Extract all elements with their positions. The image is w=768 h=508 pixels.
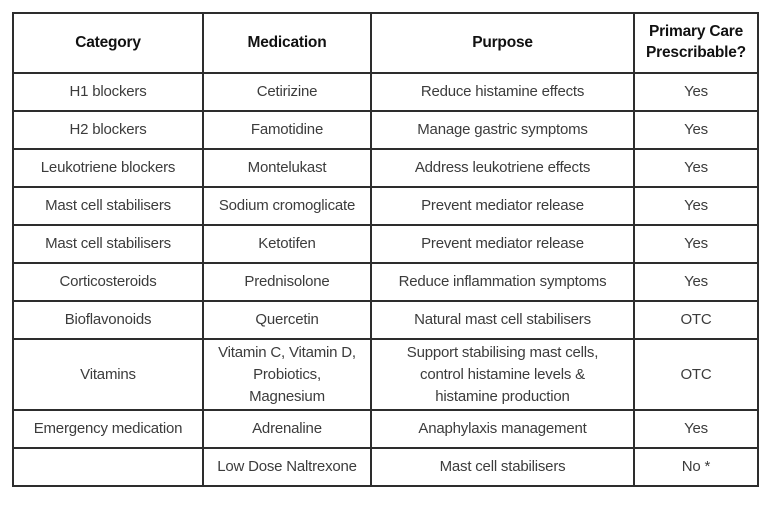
table-cell: Mast cell stabilisers xyxy=(12,186,204,226)
table-cell: Yes xyxy=(633,110,759,150)
table-cell: Yes xyxy=(633,148,759,188)
table-row: Emergency medication Adrenaline Anaphylaxi… xyxy=(12,409,759,450)
column-header-category: Category xyxy=(12,12,204,74)
table-cell: Ketotifen xyxy=(202,224,372,264)
table-cell: Reduce inflammation symptoms xyxy=(370,262,635,302)
table-cell: Corticosteroids xyxy=(12,262,204,302)
table-cell: Mast cell stabilisers xyxy=(12,224,204,264)
table-cell: Yes xyxy=(633,409,759,450)
table-row: Mast cell stabilisers Ketotifen Prevent me… xyxy=(12,224,759,264)
medication-table: Category Medication Purpose Primary Care… xyxy=(12,12,759,488)
table-cell: Adrenaline xyxy=(202,409,372,450)
table-header: Category Medication Purpose Primary Care… xyxy=(12,12,759,74)
table-row: Low Dose Naltrexone Mast cell stabilisers… xyxy=(12,447,759,488)
table-cell: Low Dose Naltrexone xyxy=(202,447,372,488)
table-cell: Manage gastric symptoms xyxy=(370,110,635,150)
table-cell xyxy=(12,447,204,488)
table-cell: Emergency medication xyxy=(12,409,204,450)
table-cell: Quercetin xyxy=(202,300,372,340)
table-row: Mast cell stabilisers Sodium cromoglicate… xyxy=(12,186,759,226)
table-cell: Yes xyxy=(633,72,759,112)
table-cell: Prevent mediator release xyxy=(370,224,635,264)
table-cell: Yes xyxy=(633,224,759,264)
table-cell: Cetirizine xyxy=(202,72,372,112)
table-cell: Yes xyxy=(633,186,759,226)
table-cell: Montelukast xyxy=(202,148,372,188)
table-cell: No * xyxy=(633,447,759,488)
header-row: Category Medication Purpose Primary Care… xyxy=(12,12,759,74)
table-cell: Prednisolone xyxy=(202,262,372,302)
table-cell: Address leukotriene effects xyxy=(370,148,635,188)
table-row: Leukotriene blockers Montelukast Address l… xyxy=(12,148,759,188)
table-row: H2 blockers Famotidine Manage gastric symp… xyxy=(12,110,759,150)
table-cell: Bioflavonoids xyxy=(12,300,204,340)
table-cell: H2 blockers xyxy=(12,110,204,150)
column-header-prescribable: Primary Care Prescribable? xyxy=(633,12,759,74)
table-cell: Prevent mediator release xyxy=(370,186,635,226)
column-header-purpose: Purpose xyxy=(370,12,635,74)
table-cell: Mast cell stabilisers xyxy=(370,447,635,488)
table-row: Corticosteroids Prednisolone Reduce inflam… xyxy=(12,262,759,302)
table-row: Vitamins Vitamin C, Vitamin D, Probiotics… xyxy=(12,337,759,412)
medication-table-container: Category Medication Purpose Primary Care… xyxy=(12,12,759,488)
table-cell: Sodium cromoglicate xyxy=(202,186,372,226)
table-cell: Famotidine xyxy=(202,110,372,150)
table-cell: Yes xyxy=(633,262,759,302)
table-cell: Leukotriene blockers xyxy=(12,148,204,188)
table-cell: Vitamin C, Vitamin D, Probiotics, Magnes… xyxy=(202,337,372,412)
table-cell: Anaphylaxis management xyxy=(370,409,635,450)
table-row: Bioflavonoids Quercetin Natural mast cell … xyxy=(12,300,759,340)
table-cell: Support stabilising mast cells, control … xyxy=(370,337,635,412)
table-cell: Reduce histamine effects xyxy=(370,72,635,112)
table-row: H1 blockers Cetirizine Reduce histamine ef… xyxy=(12,72,759,112)
table-cell: Natural mast cell stabilisers xyxy=(370,300,635,340)
table-cell: Vitamins xyxy=(12,337,204,412)
table-cell: OTC xyxy=(633,337,759,412)
table-body: H1 blockers Cetirizine Reduce histamine ef… xyxy=(12,72,759,488)
column-header-medication: Medication xyxy=(202,12,372,74)
table-cell: H1 blockers xyxy=(12,72,204,112)
table-cell: OTC xyxy=(633,300,759,340)
